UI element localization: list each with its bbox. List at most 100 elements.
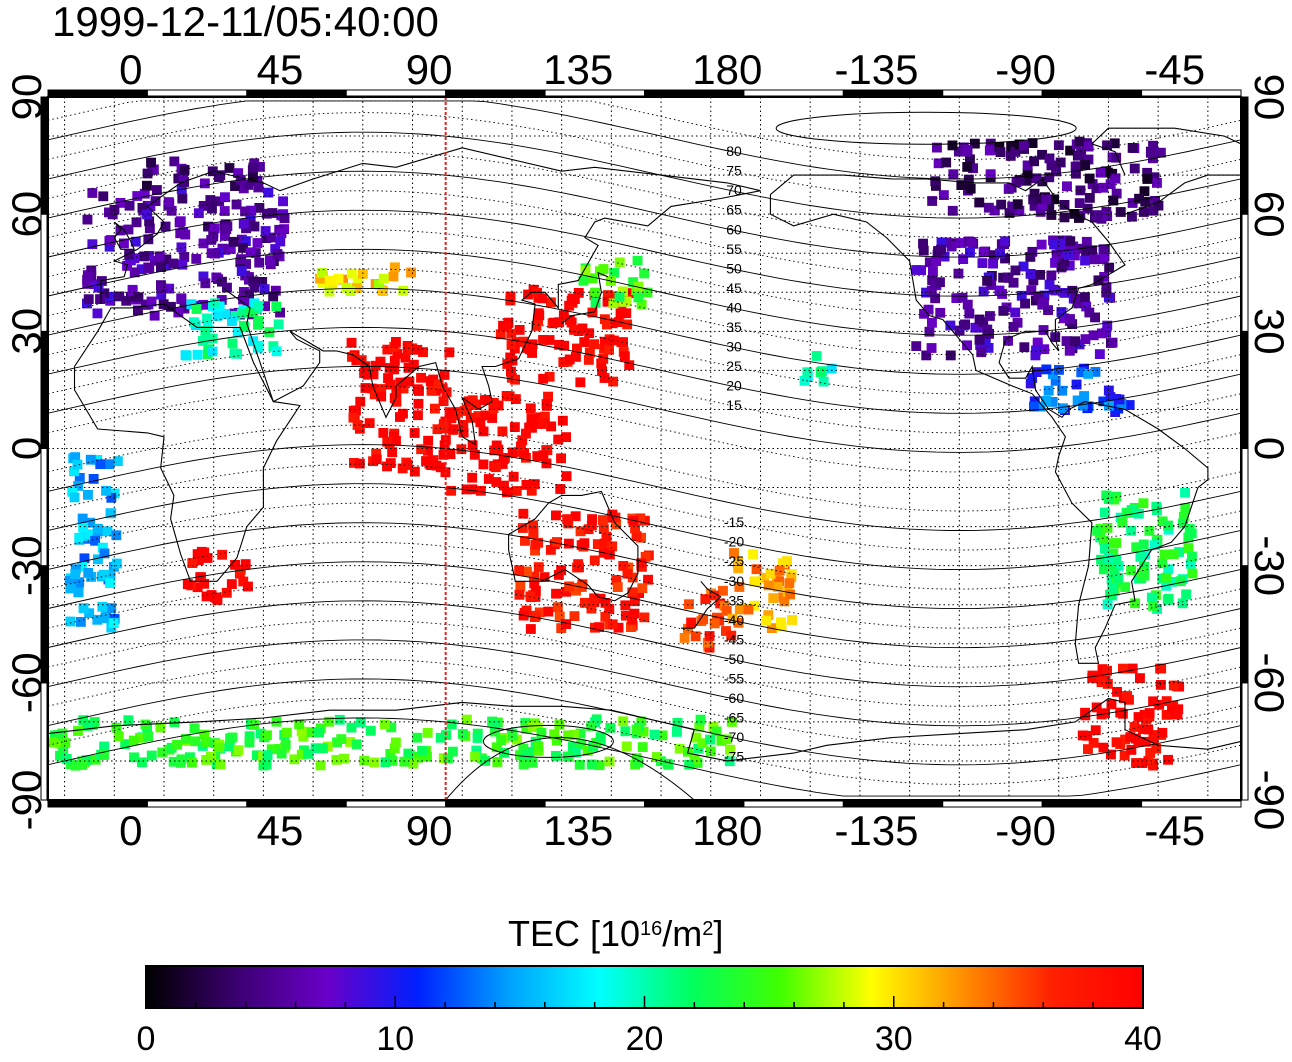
tec-cell xyxy=(1092,526,1103,536)
tec-cell xyxy=(963,174,974,185)
tec-cell xyxy=(348,405,359,416)
contour-label: 75 xyxy=(726,163,742,179)
tec-cell xyxy=(278,196,288,207)
tec-cell xyxy=(390,737,401,748)
tec-cell xyxy=(628,516,639,526)
tec-cell xyxy=(490,462,501,473)
tec-cell xyxy=(144,223,155,234)
tec-cell xyxy=(408,359,419,370)
tec-cell xyxy=(73,481,84,491)
contour-label: 60 xyxy=(726,221,742,237)
tec-cell xyxy=(1180,503,1191,513)
tec-cell xyxy=(633,292,644,303)
tec-cell xyxy=(400,352,411,363)
tec-cell xyxy=(1035,270,1045,280)
tec-cell xyxy=(260,301,270,312)
tec-cell xyxy=(412,732,423,743)
tec-cell xyxy=(243,581,253,592)
tec-cell xyxy=(155,722,166,733)
tec-cell xyxy=(1129,163,1140,174)
tec-cell xyxy=(198,336,208,346)
tec-cell xyxy=(984,328,994,339)
tec-cell xyxy=(947,205,958,216)
contour-line xyxy=(48,112,1241,199)
tec-cell xyxy=(97,601,108,612)
coastline xyxy=(561,271,609,324)
tec-cell xyxy=(492,757,503,767)
tec-cell xyxy=(522,749,532,759)
lat-tick-left: -60 xyxy=(3,652,50,713)
tec-cell xyxy=(77,760,87,770)
tec-cell xyxy=(705,734,716,745)
contour-line xyxy=(48,131,1241,219)
tec-cell xyxy=(561,619,571,629)
tec-cell xyxy=(222,282,232,293)
tec-cell xyxy=(818,376,829,387)
tec-cell xyxy=(575,728,586,739)
contour-label: -65 xyxy=(724,710,744,726)
tec-cell xyxy=(124,200,135,211)
tec-cell xyxy=(199,578,210,589)
tec-cell xyxy=(95,459,106,470)
tec-cell xyxy=(945,350,956,361)
tec-cell xyxy=(207,346,218,357)
tec-cell xyxy=(1084,307,1095,318)
tec-cell xyxy=(341,282,352,293)
tec-cell xyxy=(911,341,922,351)
tec-cell xyxy=(1134,193,1144,204)
tec-cell xyxy=(238,576,249,587)
tec-cell xyxy=(408,758,419,769)
tec-cell xyxy=(1083,744,1093,754)
tec-cell xyxy=(569,325,579,335)
tec-cell xyxy=(179,252,190,262)
tec-cell xyxy=(236,266,247,277)
tec-cell xyxy=(996,199,1007,210)
tec-cell xyxy=(144,216,155,227)
tec-cell xyxy=(249,221,260,232)
tec-cell xyxy=(622,319,633,330)
tec-cell xyxy=(626,622,636,632)
tec-cell xyxy=(201,755,212,765)
tec-cell xyxy=(1111,555,1121,566)
tec-cell xyxy=(378,273,389,284)
tec-cell xyxy=(1168,680,1179,691)
tec-cell xyxy=(90,754,101,765)
tec-cell xyxy=(87,239,98,250)
tec-cell xyxy=(489,445,500,456)
contour-label: -75 xyxy=(724,749,744,765)
tec-cell xyxy=(53,729,64,740)
tec-cell xyxy=(743,604,754,615)
tec-cell xyxy=(768,593,779,603)
tec-cell xyxy=(83,720,94,731)
tec-cell xyxy=(1055,238,1066,249)
tec-cell xyxy=(108,618,119,628)
contour-line xyxy=(48,287,1241,375)
axis-ticks: 0045459090135135180180-135-135-90-90-45-… xyxy=(3,46,1292,854)
tec-cell xyxy=(1157,727,1168,738)
tec-cell xyxy=(446,485,457,496)
tec-cell xyxy=(199,178,210,189)
tec-cell xyxy=(1174,681,1185,692)
lat-tick-left: 60 xyxy=(3,191,50,238)
tec-cell xyxy=(244,731,255,742)
coastline xyxy=(223,190,761,446)
frame-top-segment xyxy=(1041,89,1143,97)
tec-cell xyxy=(227,316,237,326)
tec-cell xyxy=(100,613,111,624)
lon-tick-top: 45 xyxy=(257,46,304,93)
tec-cell xyxy=(220,192,230,203)
tec-cell xyxy=(275,236,286,247)
tec-cell xyxy=(106,508,117,519)
tec-cell xyxy=(543,606,554,617)
tec-cell xyxy=(230,560,240,570)
tec-cell xyxy=(324,275,335,286)
tec-cell xyxy=(620,610,631,621)
tec-cell xyxy=(511,486,522,496)
tec-cell xyxy=(156,283,167,293)
tec-cell xyxy=(530,545,540,556)
tec-cell xyxy=(984,145,995,156)
tec-cell xyxy=(392,349,403,359)
tec-cell xyxy=(214,196,225,207)
tec-cell xyxy=(552,602,563,613)
tec-cell xyxy=(635,513,646,524)
